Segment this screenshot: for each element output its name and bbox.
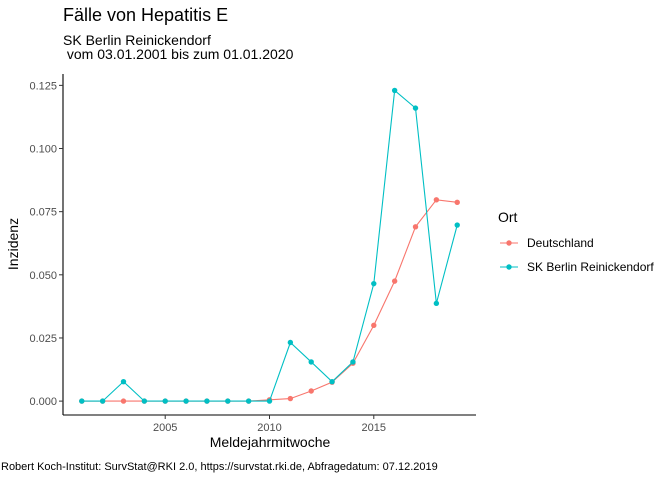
y-tick-label: 0.050 <box>29 270 57 282</box>
legend-items: Deutschland SK Berlin Reinickendorf <box>500 236 654 274</box>
data-point <box>434 301 439 306</box>
data-point <box>225 398 230 403</box>
chart-caption: Robert Koch-Institut: SurvStat@RKI 2.0, … <box>1 461 438 473</box>
data-point <box>434 197 439 202</box>
data-point <box>288 340 293 345</box>
y-tick-label: 0.125 <box>29 80 57 92</box>
chart-subtitle-line2: vom 03.01.2001 bis zum 01.01.2020 <box>63 46 294 62</box>
plot-area <box>79 88 460 404</box>
legend-label: SK Berlin Reinickendorf <box>527 260 654 274</box>
data-point <box>455 222 460 227</box>
data-point <box>100 398 105 403</box>
series-line-0 <box>82 200 457 401</box>
x-tick-label: 2005 <box>153 422 177 434</box>
data-point <box>413 224 418 229</box>
y-tick-label: 0.000 <box>29 396 57 408</box>
x-axis-title: Meldejahrmitwoche <box>210 434 331 450</box>
data-point <box>309 388 314 393</box>
data-point <box>163 398 168 403</box>
data-point <box>371 281 376 286</box>
data-point <box>392 88 397 93</box>
x-tick-label: 2010 <box>257 422 281 434</box>
data-point <box>309 359 314 364</box>
data-point <box>392 278 397 283</box>
legend-label: Deutschland <box>527 236 594 250</box>
data-point <box>413 105 418 110</box>
legend-key-point <box>506 264 511 269</box>
data-point <box>267 398 272 403</box>
y-axis-title: Inzidenz <box>5 218 21 270</box>
data-point <box>121 398 126 403</box>
legend-title: Ort <box>498 209 518 225</box>
y-tick-label: 0.100 <box>29 144 57 156</box>
y-tick-label: 0.025 <box>29 333 57 345</box>
legend: Ort Deutschland SK Berlin Reinickendorf <box>498 209 654 274</box>
data-point <box>79 398 84 403</box>
data-point <box>288 396 293 401</box>
y-tick-label: 0.075 <box>29 207 57 219</box>
chart-title: Fälle von Hepatitis E <box>63 5 228 25</box>
data-point <box>121 379 126 384</box>
data-point <box>329 379 334 384</box>
data-point <box>142 398 147 403</box>
legend-key-point <box>506 240 511 245</box>
data-point <box>371 323 376 328</box>
x-tick-label: 2015 <box>362 422 386 434</box>
data-point <box>246 398 251 403</box>
data-point <box>455 200 460 205</box>
series-line-1 <box>82 90 457 401</box>
data-point <box>350 359 355 364</box>
data-point <box>183 398 188 403</box>
data-point <box>204 398 209 403</box>
